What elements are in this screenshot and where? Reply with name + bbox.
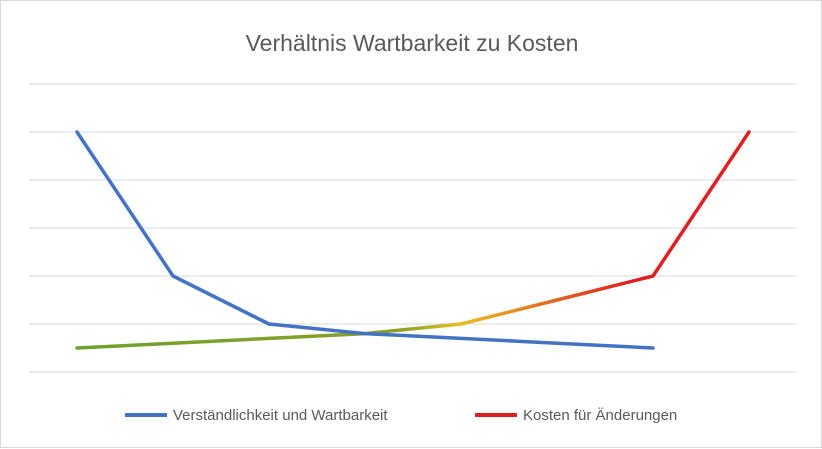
chart-title: Verhältnis Wartbarkeit zu Kosten bbox=[246, 30, 579, 56]
legend-label-wartbarkeit: Verständlichkeit und Wartbarkeit bbox=[173, 407, 388, 424]
legend-label-kosten: Kosten für Änderungen bbox=[523, 407, 677, 424]
series-layer bbox=[75, 130, 751, 350]
series-line-wartbarkeit bbox=[75, 130, 655, 350]
gridlines bbox=[29, 83, 797, 373]
legend: Verständlichkeit und Wartbarkeit Kosten … bbox=[125, 407, 677, 424]
series-line-kosten bbox=[75, 130, 751, 350]
